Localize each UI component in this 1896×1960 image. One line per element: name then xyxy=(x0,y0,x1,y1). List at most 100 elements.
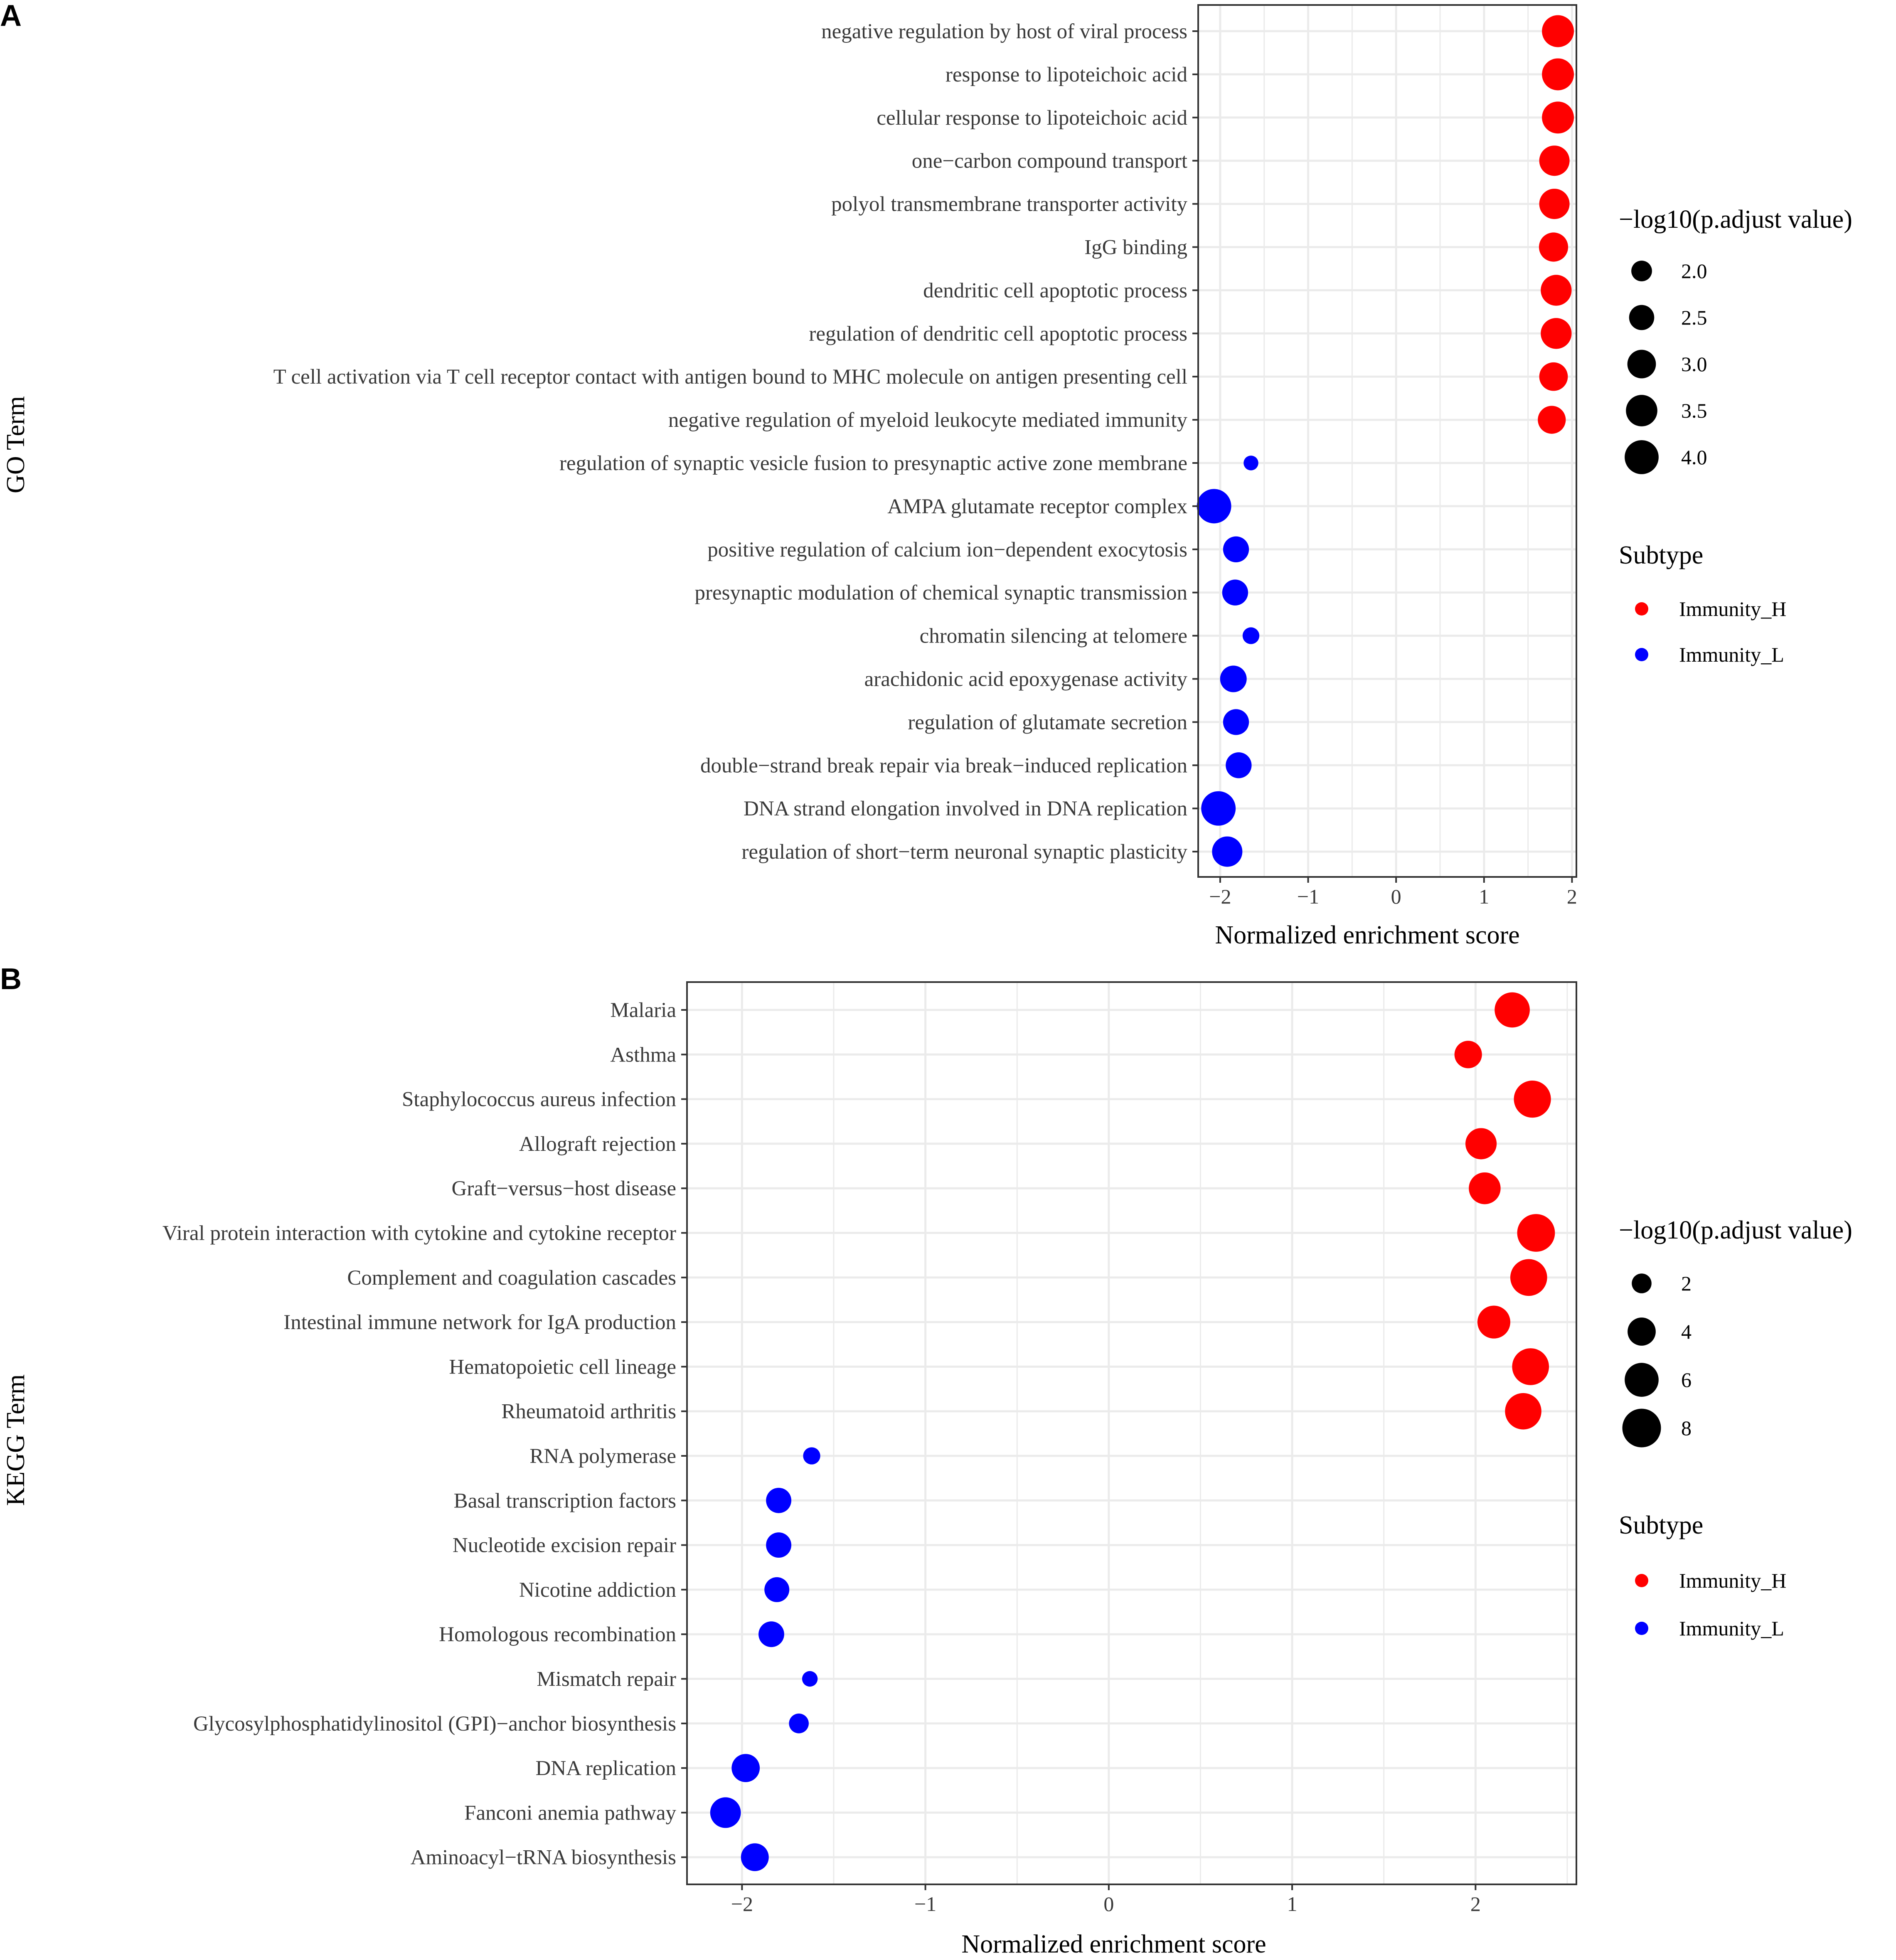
size-legend: −log10(p.adjust value) 2.0 2.5 3.0 3.5 4.0 xyxy=(1619,205,1852,474)
point-4 xyxy=(1539,145,1570,176)
y-tick-label: Graft−versus−host disease xyxy=(452,1177,676,1200)
y-tick-label: dendritic cell apoptotic process xyxy=(923,279,1187,302)
y-tick-label: Allograft rejection xyxy=(519,1133,676,1156)
color-legend-key xyxy=(1635,602,1648,616)
x-tick-label: 0 xyxy=(1103,1892,1114,1916)
size-legend-key xyxy=(1632,1273,1652,1293)
color-legend-key xyxy=(1635,1574,1648,1587)
point-11 xyxy=(803,1447,820,1465)
point-18 xyxy=(731,1754,760,1782)
y-tick-label: chromatin silencing at telomere xyxy=(920,625,1187,648)
color-legend-key xyxy=(1635,648,1648,661)
point-8 xyxy=(1477,1305,1511,1339)
point-9 xyxy=(1539,362,1568,391)
point-18 xyxy=(1226,752,1252,778)
size-legend-key xyxy=(1625,1363,1659,1397)
point-9 xyxy=(1512,1348,1549,1385)
y-tick-label: Malaria xyxy=(610,999,676,1022)
color-legend: Subtype Immunity_H Immunity_L xyxy=(1619,1511,1786,1640)
x-tick-label: −1 xyxy=(1297,885,1319,908)
x-axis-title: Normalized enrichment score xyxy=(961,1930,1266,1958)
point-17 xyxy=(789,1714,809,1733)
y-tick-label: negative regulation by host of viral pro… xyxy=(821,20,1187,43)
y-tick-label: T cell activation via T cell receptor co… xyxy=(273,365,1187,389)
point-2 xyxy=(1454,1041,1482,1069)
size-legend-label: 6 xyxy=(1681,1368,1692,1391)
x-tick-label: −2 xyxy=(731,1892,753,1916)
size-legend-label: 2.0 xyxy=(1681,259,1707,283)
size-legend-label: 2.5 xyxy=(1681,306,1707,329)
y-tick-label: regulation of short−term neuronal synapt… xyxy=(741,840,1187,864)
size-legend-key xyxy=(1631,261,1652,281)
x-axis-title: Normalized enrichment score xyxy=(1215,921,1519,949)
point-10 xyxy=(1538,406,1566,434)
point-10 xyxy=(1505,1393,1541,1430)
size-legend-label: 2 xyxy=(1681,1272,1692,1295)
color-legend-label: Immunity_H xyxy=(1679,1569,1786,1592)
panel-letter: A xyxy=(0,0,22,32)
point-1 xyxy=(1495,992,1530,1028)
x-tick-label: −2 xyxy=(1209,885,1231,908)
size-legend-label: 4.0 xyxy=(1681,446,1707,469)
point-16 xyxy=(1220,665,1247,692)
y-tick-label: Mismatch repair xyxy=(537,1668,676,1691)
y-tick-label: negative regulation of myeloid leukocyte… xyxy=(668,409,1188,432)
panel-letter: B xyxy=(0,963,22,996)
size-legend-key xyxy=(1622,1408,1661,1448)
size-legend-label: 3.0 xyxy=(1681,352,1707,376)
plot-background xyxy=(1198,5,1576,877)
y-tick-label: regulation of glutamate secretion xyxy=(908,711,1187,734)
point-11 xyxy=(1243,456,1258,470)
y-tick-label: polyol transmembrane transporter activit… xyxy=(831,193,1187,216)
size-legend-key xyxy=(1627,350,1656,379)
y-tick-label: Hematopoietic cell lineage xyxy=(449,1355,676,1379)
point-14 xyxy=(1222,579,1248,606)
y-tick-label: Aminoacyl−tRNA biosynthesis xyxy=(411,1846,676,1869)
size-legend-label: 8 xyxy=(1681,1416,1692,1440)
y-tick-label: regulation of dendritic cell apoptotic p… xyxy=(809,322,1187,345)
color-legend-label: Immunity_H xyxy=(1679,597,1786,621)
y-tick-label: Complement and coagulation cascades xyxy=(347,1266,676,1290)
point-20 xyxy=(1212,836,1243,867)
size-legend-key xyxy=(1629,305,1655,330)
y-tick-label: DNA replication xyxy=(536,1757,677,1780)
y-tick-label: presynaptic modulation of chemical synap… xyxy=(695,581,1187,605)
size-legend-label: 3.5 xyxy=(1681,399,1707,422)
y-tick-label: regulation of synaptic vesicle fusion to… xyxy=(559,452,1187,475)
size-legend-key xyxy=(1625,440,1659,474)
y-tick-label: Fanconi anemia pathway xyxy=(464,1801,676,1825)
y-tick-label: Staphylococcus aureus infection xyxy=(402,1088,676,1111)
point-19 xyxy=(710,1797,741,1828)
y-tick-label: cellular response to lipoteichoic acid xyxy=(877,106,1187,130)
point-16 xyxy=(802,1671,818,1687)
plot-border xyxy=(1197,4,1577,878)
color-legend-label: Immunity_L xyxy=(1679,1617,1784,1640)
y-tick-label: Asthma xyxy=(610,1043,676,1066)
point-4 xyxy=(1465,1128,1497,1160)
size-legend-title: −log10(p.adjust value) xyxy=(1619,205,1852,234)
x-tick-label: 1 xyxy=(1287,1892,1298,1916)
y-tick-label: IgG binding xyxy=(1084,236,1187,259)
x-tick-label: 2 xyxy=(1470,1892,1481,1916)
y-tick-label: AMPA glutamate receptor complex xyxy=(887,495,1187,518)
y-axis-title: KEGG Term xyxy=(2,1374,30,1506)
point-13 xyxy=(766,1532,792,1558)
point-12 xyxy=(1197,489,1231,524)
point-1 xyxy=(1542,15,1574,47)
y-tick-label: Viral protein interaction with cytokine … xyxy=(163,1222,676,1245)
x-tick-label: 2 xyxy=(1567,885,1577,908)
point-2 xyxy=(1542,58,1574,91)
point-15 xyxy=(758,1621,784,1647)
y-tick-label: positive regulation of calcium ion−depen… xyxy=(707,538,1187,561)
point-19 xyxy=(1201,791,1236,826)
size-legend-key xyxy=(1626,395,1657,426)
point-14 xyxy=(764,1577,790,1602)
color-legend-title: Subtype xyxy=(1619,541,1703,569)
y-axis-title: GO Term xyxy=(2,396,30,493)
y-tick-label: one−carbon compound transport xyxy=(912,150,1187,173)
size-legend-key xyxy=(1628,1317,1656,1346)
plot-background xyxy=(687,982,1576,1884)
y-tick-label: Intestinal immune network for IgA produc… xyxy=(283,1311,676,1334)
point-3 xyxy=(1542,101,1574,134)
